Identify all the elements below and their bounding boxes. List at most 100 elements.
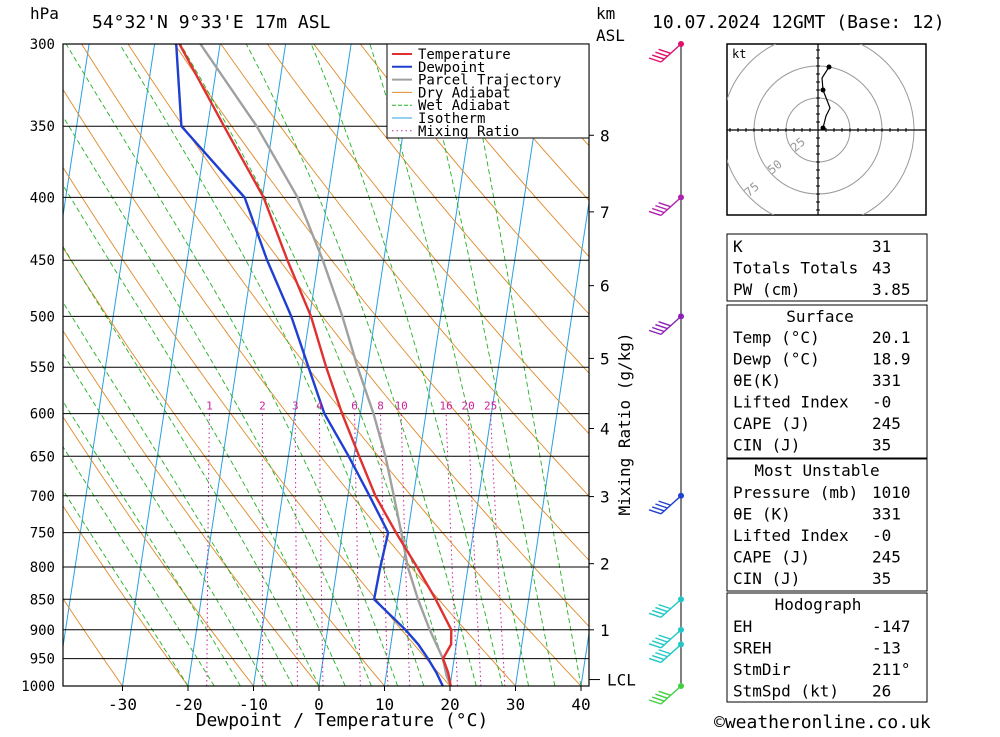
wet-adiabat-line <box>370 44 529 686</box>
surface-value: 331 <box>872 371 901 390</box>
wet-adiabat-line <box>120 44 424 686</box>
x-tick-label: 30 <box>506 695 525 714</box>
most-unstable-value: 245 <box>872 548 901 567</box>
wind-barb <box>649 44 681 62</box>
pressure-tick-label: 900 <box>30 623 55 639</box>
wind-barb-feather <box>659 650 671 654</box>
km-tick-label: 3 <box>600 488 610 507</box>
pressure-axis-labels: 3003504004505005506006507007508008509009… <box>21 37 55 695</box>
wind-barb <box>649 197 681 215</box>
dry-adiabat-line <box>0 44 188 686</box>
hodograph-unit: kt <box>732 47 746 61</box>
most-unstable-label: θE (K) <box>733 505 791 524</box>
wind-barb-feather <box>649 330 661 334</box>
pressure-tick-label: 600 <box>30 407 55 423</box>
wind-barb-feather <box>659 635 671 639</box>
wind-barb-feather <box>659 49 671 53</box>
hodograph-title: Hodograph <box>775 595 862 614</box>
wind-barb-feather <box>659 501 671 505</box>
km-tick-label: 7 <box>600 203 610 222</box>
mixing-ratio-axis-title: Mixing Ratio (g/kg) <box>615 332 634 515</box>
wind-barb-feather <box>652 656 664 660</box>
wet-adiabat-line <box>181 44 451 686</box>
dry-adiabat-line <box>0 44 450 686</box>
wind-barb <box>649 316 681 334</box>
surface-label: Lifted Index <box>733 393 849 412</box>
surface-label: CAPE (J) <box>733 414 810 433</box>
mixing-ratio-label: 16 <box>439 400 452 413</box>
x-axis-title: Dewpoint / Temperature (°C) <box>196 710 489 731</box>
wind-barb-feather <box>655 608 667 612</box>
pressure-tick-label: 350 <box>30 119 55 135</box>
km-label: km <box>596 4 615 23</box>
wind-barb-feather <box>649 510 661 514</box>
km-tick-label: 5 <box>600 349 610 368</box>
x-tick-label: -30 <box>108 695 137 714</box>
mixing-ratio-label: 8 <box>377 400 384 413</box>
most-unstable-value: 1010 <box>872 483 911 502</box>
datetime-title: 10.07.2024 12GMT (Base: 12) <box>652 12 945 33</box>
wind-barb <box>649 630 681 648</box>
surface-title: Surface <box>786 307 853 326</box>
surface-value: 20.1 <box>872 328 911 347</box>
pressure-tick-label: 1000 <box>21 679 55 695</box>
isotherm-line <box>516 44 614 686</box>
pressure-tick-label: 800 <box>30 560 55 576</box>
mixing-ratio-label: 2 <box>259 400 266 413</box>
pressure-tick-label: 400 <box>30 190 55 206</box>
x-tick-label: 40 <box>571 695 590 714</box>
wind-barb-feather <box>659 322 671 326</box>
most-unstable-label: CAPE (J) <box>733 548 810 567</box>
wind-barb-feather <box>655 52 667 56</box>
wind-barb <box>649 599 681 617</box>
surface-label: θE(K) <box>733 371 781 390</box>
km-tick-label: 4 <box>600 420 610 439</box>
mixing-ratio-label: 3 <box>292 400 299 413</box>
mixing-ratio-line <box>295 414 297 686</box>
isotherm-line <box>254 44 352 686</box>
wind-barb-feather <box>655 504 667 508</box>
isotherm-line <box>450 44 548 686</box>
most-unstable-label: Lifted Index <box>733 526 849 545</box>
wind-barb-feather <box>649 700 661 704</box>
wind-barb <box>649 644 681 662</box>
isotherm-line <box>123 44 221 686</box>
pressure-tick-label: 850 <box>30 592 55 608</box>
copyright: ©weatheronline.co.uk <box>714 712 931 733</box>
hodograph-value: 211° <box>872 660 911 679</box>
most-unstable-title: Most Unstable <box>754 461 879 480</box>
pressure-tick-label: 450 <box>30 253 55 269</box>
hodograph-label: StmSpd (kt) <box>733 682 839 701</box>
asl-label: ASL <box>596 26 625 45</box>
surface-value: 35 <box>872 436 891 455</box>
surface-value: 245 <box>872 414 901 433</box>
pressure-tick-label: 500 <box>30 309 55 325</box>
km-tick-label: 1 <box>600 621 610 640</box>
wind-barb <box>649 496 681 514</box>
dry-adiabat-line <box>0 44 385 686</box>
dry-adiabat-line <box>82 44 581 686</box>
wind-barb-feather <box>652 209 664 213</box>
index-value: 43 <box>872 259 891 278</box>
lcl-label: LCL <box>607 671 636 690</box>
wind-barb-feather <box>652 55 664 59</box>
hodograph-label: SREH <box>733 639 772 658</box>
hodograph-value: -13 <box>872 639 901 658</box>
most-unstable-label: CIN (J) <box>733 569 800 588</box>
most-unstable-value: -0 <box>872 526 891 545</box>
wind-barb <box>649 686 681 704</box>
hodograph-label: StmDir <box>733 660 791 679</box>
pressure-tick-label: 950 <box>30 652 55 668</box>
mixing-ratio-label: 20 <box>461 400 474 413</box>
most-unstable-value: 35 <box>872 569 891 588</box>
wind-barb-feather <box>649 613 661 617</box>
wind-barb-feather <box>655 325 667 329</box>
wind-barb-feather <box>659 691 671 695</box>
wet-adiabat-line <box>0 44 188 686</box>
index-label: K <box>733 237 743 256</box>
